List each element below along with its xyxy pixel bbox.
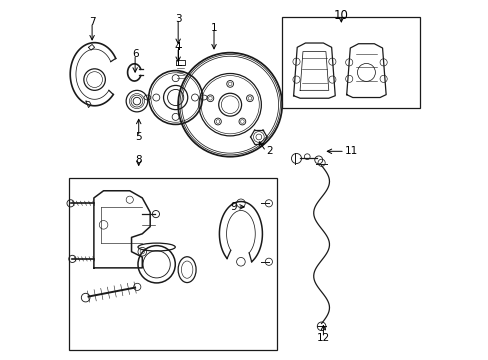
Text: 7: 7 — [89, 17, 95, 27]
Text: 9: 9 — [230, 202, 237, 212]
Text: 3: 3 — [175, 14, 181, 24]
Text: 5: 5 — [135, 132, 142, 142]
Text: 4: 4 — [175, 42, 181, 52]
Text: 2: 2 — [265, 146, 272, 156]
Text: 10: 10 — [333, 9, 348, 22]
Text: 12: 12 — [316, 333, 329, 343]
Text: 11: 11 — [344, 146, 357, 156]
Bar — [282, 17, 419, 108]
Text: 8: 8 — [135, 155, 142, 165]
Bar — [69, 178, 276, 350]
Text: 6: 6 — [132, 49, 138, 59]
Text: 1: 1 — [210, 23, 217, 33]
